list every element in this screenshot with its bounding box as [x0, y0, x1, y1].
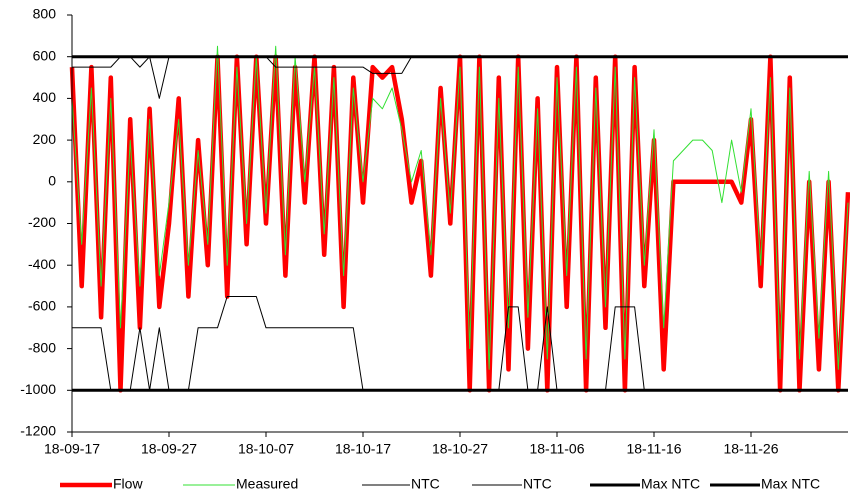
legend-label: Flow [113, 476, 143, 492]
y-tick-label: 200 [33, 131, 57, 147]
y-tick-label: -200 [28, 214, 56, 230]
x-tick-label: 18-10-07 [238, 441, 294, 457]
series-line [72, 296, 848, 391]
legend-label: Max NTC [761, 476, 820, 492]
legend-label: Measured [236, 476, 298, 492]
x-tick-label: 18-11-26 [723, 441, 778, 457]
y-tick-label: 0 [48, 173, 56, 189]
legend-label: Max NTC [641, 476, 700, 492]
legend-label: NTC [411, 476, 440, 492]
y-tick-label: -1200 [20, 423, 56, 439]
x-tick-label: 18-09-17 [44, 441, 100, 457]
series-line [69, 54, 850, 393]
x-tick-label: 18-09-27 [141, 441, 197, 457]
series-line [71, 45, 849, 370]
x-tick-label: 18-11-06 [529, 441, 584, 457]
y-tick-label: -400 [28, 256, 56, 272]
y-tick-label: 600 [33, 47, 57, 63]
x-tick-label: 18-10-27 [432, 441, 488, 457]
y-tick-label: -600 [28, 298, 56, 314]
y-tick-label: -1000 [20, 381, 56, 397]
y-tick-label: 800 [33, 6, 57, 22]
y-tick-label: 400 [33, 89, 57, 105]
x-tick-label: 18-11-16 [626, 441, 681, 457]
y-tick-label: -800 [28, 339, 56, 355]
x-tick-label: 18-10-17 [335, 441, 391, 457]
legend-label: NTC [523, 476, 552, 492]
